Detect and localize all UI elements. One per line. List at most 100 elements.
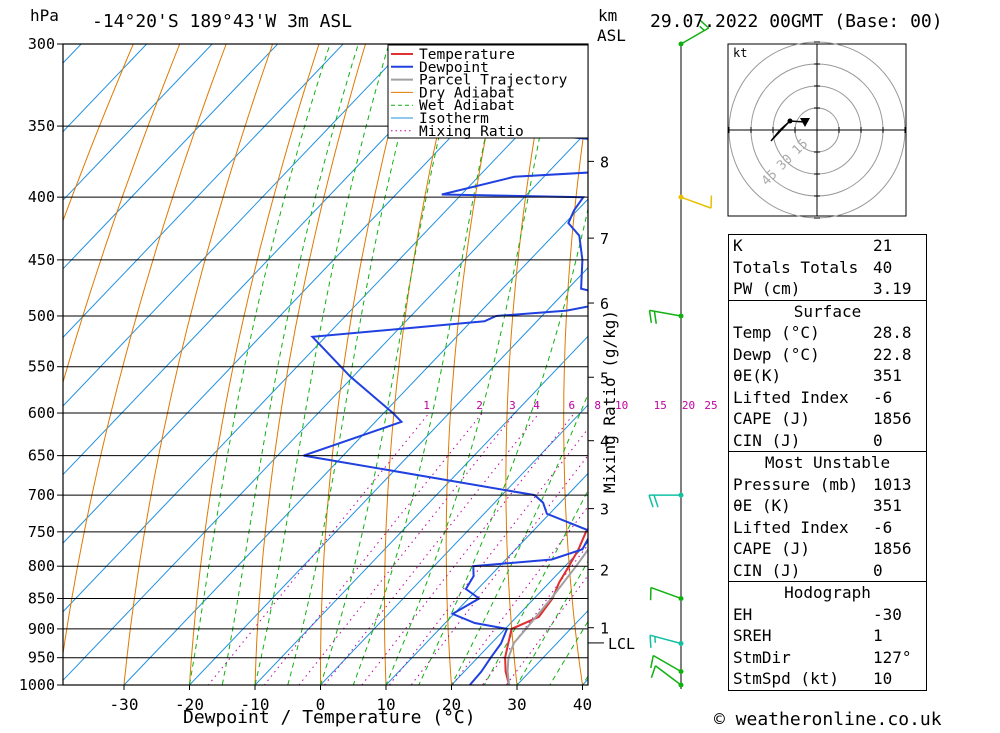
unstable-key: θE (K) (733, 496, 791, 515)
hodograph-trace (772, 120, 791, 140)
hodograph-point (787, 118, 793, 124)
wet-adiabat-line (352, 44, 507, 685)
hodo-key: StmDir (733, 647, 791, 667)
isotherm-line (254, 335, 588, 685)
pressure-tick-label: 700 (28, 486, 55, 504)
unstable-value: 1013 (873, 474, 912, 494)
general-value: 40 (873, 257, 893, 277)
wet-adiabat-line (549, 620, 588, 685)
temperature-tick-label: -30 (110, 695, 139, 714)
general-row: PW (cm) 3.19 (729, 278, 926, 300)
wind-barb-flag (698, 19, 710, 29)
dewpoint-profile (303, 44, 588, 685)
most-unstable-header: Most Unstable (729, 451, 926, 474)
wind-barb-flag (653, 494, 659, 508)
wind-barb-point (678, 595, 684, 601)
hodograph-indices: EH -30 SREH 1 StmDir 127° StmSpd (kt) 10 (729, 604, 926, 690)
mixing-ratio-label: 8 (594, 399, 601, 412)
unstable-key: Lifted Index (733, 517, 849, 537)
mixing-ratio-axis-title: Mixing Ratio (g/kg) (600, 309, 619, 493)
wind-barb-staff (652, 654, 682, 673)
unstable-row: Lifted Index -6 (729, 517, 926, 539)
mixing-ratio-line (388, 428, 588, 685)
temperature-tick-label: 20 (442, 695, 461, 714)
mixing-ratio-line (410, 454, 588, 685)
isotherm-line (385, 472, 588, 685)
surface-row: CAPE (J) 1856 (729, 408, 926, 430)
wind-barb-flag (650, 655, 655, 669)
surface-row: Lifted Index -6 (729, 387, 926, 409)
x-axis-title: Dewpoint / Temperature (°C) (183, 707, 476, 728)
pressure-tick-label: 800 (28, 557, 55, 575)
pressure-tick-label: 400 (28, 188, 55, 206)
dry-adiabat-line (620, 0, 661, 711)
wind-barb-point (678, 41, 684, 47)
general-row: Totals Totals 40 (729, 257, 926, 279)
dry-adiabat-line (63, 44, 181, 385)
mixing-ratio-label: 2 (476, 399, 483, 412)
general-indices: K 21 Totals Totals 40 PW (cm) 3.19 (729, 235, 926, 300)
hodo-key: StmSpd (kt) (733, 669, 839, 688)
height-tick-label: 4 (600, 433, 609, 451)
wind-barb-flag (648, 494, 654, 508)
surface-value: 22.8 (873, 344, 912, 364)
hodo-row: SREH 1 (729, 625, 926, 647)
general-value: 21 (873, 236, 893, 255)
unstable-key: CAPE (J) (733, 539, 811, 558)
wind-barb-point (678, 682, 684, 688)
temperature-tick-label: -10 (241, 695, 270, 714)
surface-key: CIN (J) (733, 430, 801, 450)
pressure-tick-label: 650 (28, 447, 55, 465)
surface-row: θE(K) 351 (729, 365, 926, 387)
wind-barb-point (678, 492, 684, 498)
height-tick-label: 3 (600, 501, 609, 519)
storm-motion-marker (800, 118, 810, 127)
dry-adiabat-line (188, 44, 320, 685)
general-key: K (733, 236, 743, 255)
mixing-ratio-line (207, 412, 430, 685)
pressure-tick-label: 950 (28, 649, 55, 667)
pressure-tick-label: 300 (28, 35, 55, 53)
hodo-key: EH (733, 604, 753, 624)
isotherm-line (63, 44, 344, 339)
isotherm-line (63, 44, 148, 133)
wind-barb-half-flag (699, 25, 705, 32)
hodo-key: SREH (733, 626, 772, 645)
legend-label: Isotherm (419, 111, 489, 127)
legend-label: Dewpoint (419, 60, 489, 76)
hodograph-unit-label: kt (733, 46, 747, 60)
wind-barb-point (678, 640, 684, 646)
surface-value: 0 (873, 430, 883, 450)
legend-label: Dry Adiabat (419, 85, 515, 101)
wind-barb-point (678, 313, 684, 319)
mixing-ratio-line (451, 505, 588, 685)
pressure-tick-label: 750 (28, 523, 55, 541)
parcel-trajectory-profile (506, 548, 588, 685)
mixing-ratio-line (323, 412, 540, 685)
unstable-key: Pressure (mb) (733, 474, 859, 494)
km-unit-label: km (598, 6, 618, 25)
wind-barb-flag (648, 310, 653, 324)
height-tick-label: 8 (600, 153, 609, 171)
wind-barb-flag (653, 311, 658, 324)
hodo-row: EH -30 (729, 604, 926, 626)
mixing-ratio-label: 6 (569, 399, 576, 412)
surface-row: Temp (°C) 28.8 (729, 322, 926, 344)
hodo-row: StmDir 127° (729, 647, 926, 669)
indices-panel: K 21 Totals Totals 40 PW (cm) 3.19 Surface Te… (728, 234, 927, 691)
height-tick-label: 1 (600, 620, 609, 638)
dry-adiabat-line (969, 0, 1000, 711)
temperature-tick-label: 40 (573, 695, 592, 714)
pressure-tick-label: 850 (28, 589, 55, 607)
pressure-tick-label: 550 (28, 358, 55, 376)
wind-barb-point (678, 194, 684, 200)
isotherm-line (319, 404, 588, 685)
surface-value: 351 (873, 366, 902, 385)
unstable-value: 0 (873, 560, 883, 580)
wind-barb-staff (654, 665, 682, 686)
dry-adiabat-line (63, 44, 134, 223)
temperature-tick-label: 10 (376, 695, 395, 714)
temperature-tick-label: -20 (175, 695, 204, 714)
surface-value: -6 (873, 387, 893, 407)
